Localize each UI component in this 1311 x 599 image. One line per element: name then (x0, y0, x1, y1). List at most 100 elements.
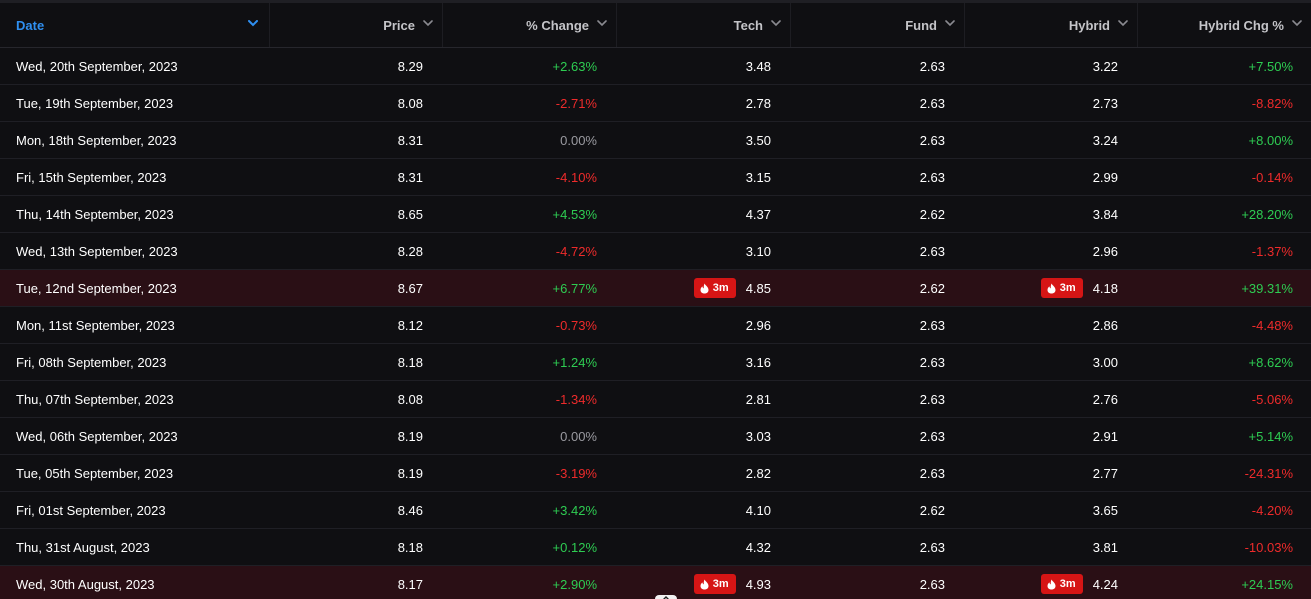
cell-fund: 2.63 (919, 169, 945, 185)
table-row[interactable]: Mon, 11st September, 2023 8.12 -0.73% 2.96 2… (0, 307, 1311, 344)
flame-icon (1047, 579, 1056, 589)
cell-hybrid-chg: -1.37% (1251, 243, 1293, 259)
cell-date: Tue, 19th September, 2023 (16, 95, 174, 111)
cell-change: 0.00% (560, 428, 597, 444)
cell-price: 8.08 (397, 391, 423, 407)
cell-hybrid-chg: -10.03% (1244, 539, 1293, 555)
chevron-down-icon[interactable] (1118, 19, 1128, 29)
chevron-down-icon[interactable] (423, 19, 433, 29)
cell-fund: 2.63 (919, 576, 945, 592)
cell-hybrid-chg: +39.31% (1241, 280, 1293, 296)
cell-hybrid-value: 2.86 (1092, 317, 1118, 333)
chevron-down-icon[interactable] (771, 19, 781, 29)
badge-label: 3m (1059, 578, 1076, 590)
cell-tech: 2.82 (617, 455, 791, 491)
chevron-down-icon[interactable] (1292, 19, 1302, 29)
badge-label: 3m (712, 578, 729, 590)
table-row[interactable]: Tue, 19th September, 2023 8.08 -2.71% 2.78 2… (0, 85, 1311, 122)
table-row[interactable]: Mon, 18th September, 2023 8.31 0.00% 3.50 2.… (0, 122, 1311, 159)
cell-hybrid-value: 3.81 (1092, 539, 1118, 555)
hot-badge: 3m (693, 574, 736, 594)
column-header-tech[interactable]: Tech (617, 3, 791, 47)
scroll-up-button[interactable] (655, 595, 677, 599)
chevron-down-icon[interactable] (597, 19, 607, 29)
column-header-fund[interactable]: Fund (791, 3, 965, 47)
cell-hybrid: 3m 4.18 (965, 270, 1138, 306)
column-header-label: Hybrid (1068, 17, 1110, 33)
column-header-date[interactable]: Date (0, 3, 270, 47)
cell-hybrid-value: 2.73 (1092, 95, 1118, 111)
cell-tech-value: 2.96 (745, 317, 771, 333)
table-body: Wed, 20th September, 2023 8.29 +2.63% 3.48 2… (0, 48, 1311, 599)
hot-badge: 3m (1040, 574, 1083, 594)
badge-label: 3m (712, 282, 729, 294)
cell-date: Thu, 31st August, 2023 (16, 539, 150, 555)
cell-fund: 2.63 (919, 354, 945, 370)
cell-tech: 3.10 (617, 233, 791, 269)
cell-tech-value: 4.37 (745, 206, 771, 222)
cell-tech-value: 4.32 (745, 539, 771, 555)
cell-change: -2.71% (555, 95, 597, 111)
flame-icon (700, 283, 709, 293)
cell-hybrid-chg: -24.31% (1244, 465, 1293, 481)
cell-fund: 2.63 (919, 465, 945, 481)
cell-fund: 2.63 (919, 317, 945, 333)
cell-hybrid: 2.77 (965, 455, 1138, 491)
column-header-hybrid-chg[interactable]: Hybrid Chg % (1138, 3, 1311, 47)
cell-price: 8.18 (397, 539, 423, 555)
cell-tech: 3.03 (617, 418, 791, 454)
column-header-change[interactable]: % Change (443, 3, 617, 47)
cell-hybrid: 3.00 (965, 344, 1138, 380)
chevron-up-icon (663, 596, 669, 599)
cell-hybrid-value: 2.77 (1092, 465, 1118, 481)
cell-tech-value: 3.03 (745, 428, 771, 444)
table-row[interactable]: Thu, 31st August, 2023 8.18 +0.12% 4.32 2.63… (0, 529, 1311, 566)
table-row[interactable]: Thu, 14th September, 2023 8.65 +4.53% 4.37 2… (0, 196, 1311, 233)
cell-date: Mon, 18th September, 2023 (16, 132, 177, 148)
cell-tech: 3.48 (617, 48, 791, 84)
cell-price: 8.17 (397, 576, 423, 592)
cell-change: -3.19% (555, 465, 597, 481)
cell-tech: 3m 4.93 (617, 566, 791, 599)
table-header: Date Price % Change Tech Fund (0, 3, 1311, 48)
column-header-price[interactable]: Price (270, 3, 443, 47)
table-row[interactable]: Wed, 13th September, 2023 8.28 -4.72% 3.10 2… (0, 233, 1311, 270)
cell-hybrid-value: 3.84 (1092, 206, 1118, 222)
cell-tech: 4.10 (617, 492, 791, 528)
cell-hybrid-chg: -0.14% (1251, 169, 1293, 185)
cell-price: 8.29 (397, 58, 423, 74)
table-row[interactable]: Fri, 01st September, 2023 8.46 +3.42% 4.10 2… (0, 492, 1311, 529)
cell-date: Wed, 20th September, 2023 (16, 58, 178, 74)
cell-tech-value: 2.78 (745, 95, 771, 111)
column-header-label: Tech (733, 17, 763, 33)
cell-tech-value: 2.81 (745, 391, 771, 407)
cell-hybrid-chg: +24.15% (1241, 576, 1293, 592)
chevron-down-icon[interactable] (945, 19, 955, 29)
table-row[interactable]: Tue, 12nd September, 2023 8.67 +6.77% 3m 4.8… (0, 270, 1311, 307)
table-row[interactable]: Fri, 08th September, 2023 8.18 +1.24% 3.16 2… (0, 344, 1311, 381)
table-row[interactable]: Tue, 05th September, 2023 8.19 -3.19% 2.82 2… (0, 455, 1311, 492)
cell-tech-value: 4.10 (745, 502, 771, 518)
cell-fund: 2.62 (919, 206, 945, 222)
cell-tech-value: 3.16 (745, 354, 771, 370)
flame-icon (1047, 283, 1056, 293)
cell-change: +6.77% (552, 280, 597, 296)
cell-date: Wed, 06th September, 2023 (16, 428, 178, 444)
table-row[interactable]: Wed, 06th September, 2023 8.19 0.00% 3.03 2.… (0, 418, 1311, 455)
table-row[interactable]: Wed, 20th September, 2023 8.29 +2.63% 3.48 2… (0, 48, 1311, 85)
cell-price: 8.08 (397, 95, 423, 111)
chevron-down-icon[interactable] (248, 19, 258, 29)
cell-change: +2.63% (552, 58, 597, 74)
cell-price: 8.65 (397, 206, 423, 222)
cell-hybrid-value: 2.99 (1092, 169, 1118, 185)
table-row[interactable]: Wed, 30th August, 2023 8.17 +2.90% 3m 4.93 2.… (0, 566, 1311, 599)
cell-hybrid-chg: +28.20% (1241, 206, 1293, 222)
table-row[interactable]: Fri, 15th September, 2023 8.31 -4.10% 3.15 2… (0, 159, 1311, 196)
column-header-hybrid[interactable]: Hybrid (965, 3, 1138, 47)
table-row[interactable]: Thu, 07th September, 2023 8.08 -1.34% 2.81 2… (0, 381, 1311, 418)
cell-tech: 3.15 (617, 159, 791, 195)
cell-fund: 2.63 (919, 95, 945, 111)
cell-date: Fri, 01st September, 2023 (16, 502, 166, 518)
cell-hybrid-chg: -4.48% (1251, 317, 1293, 333)
